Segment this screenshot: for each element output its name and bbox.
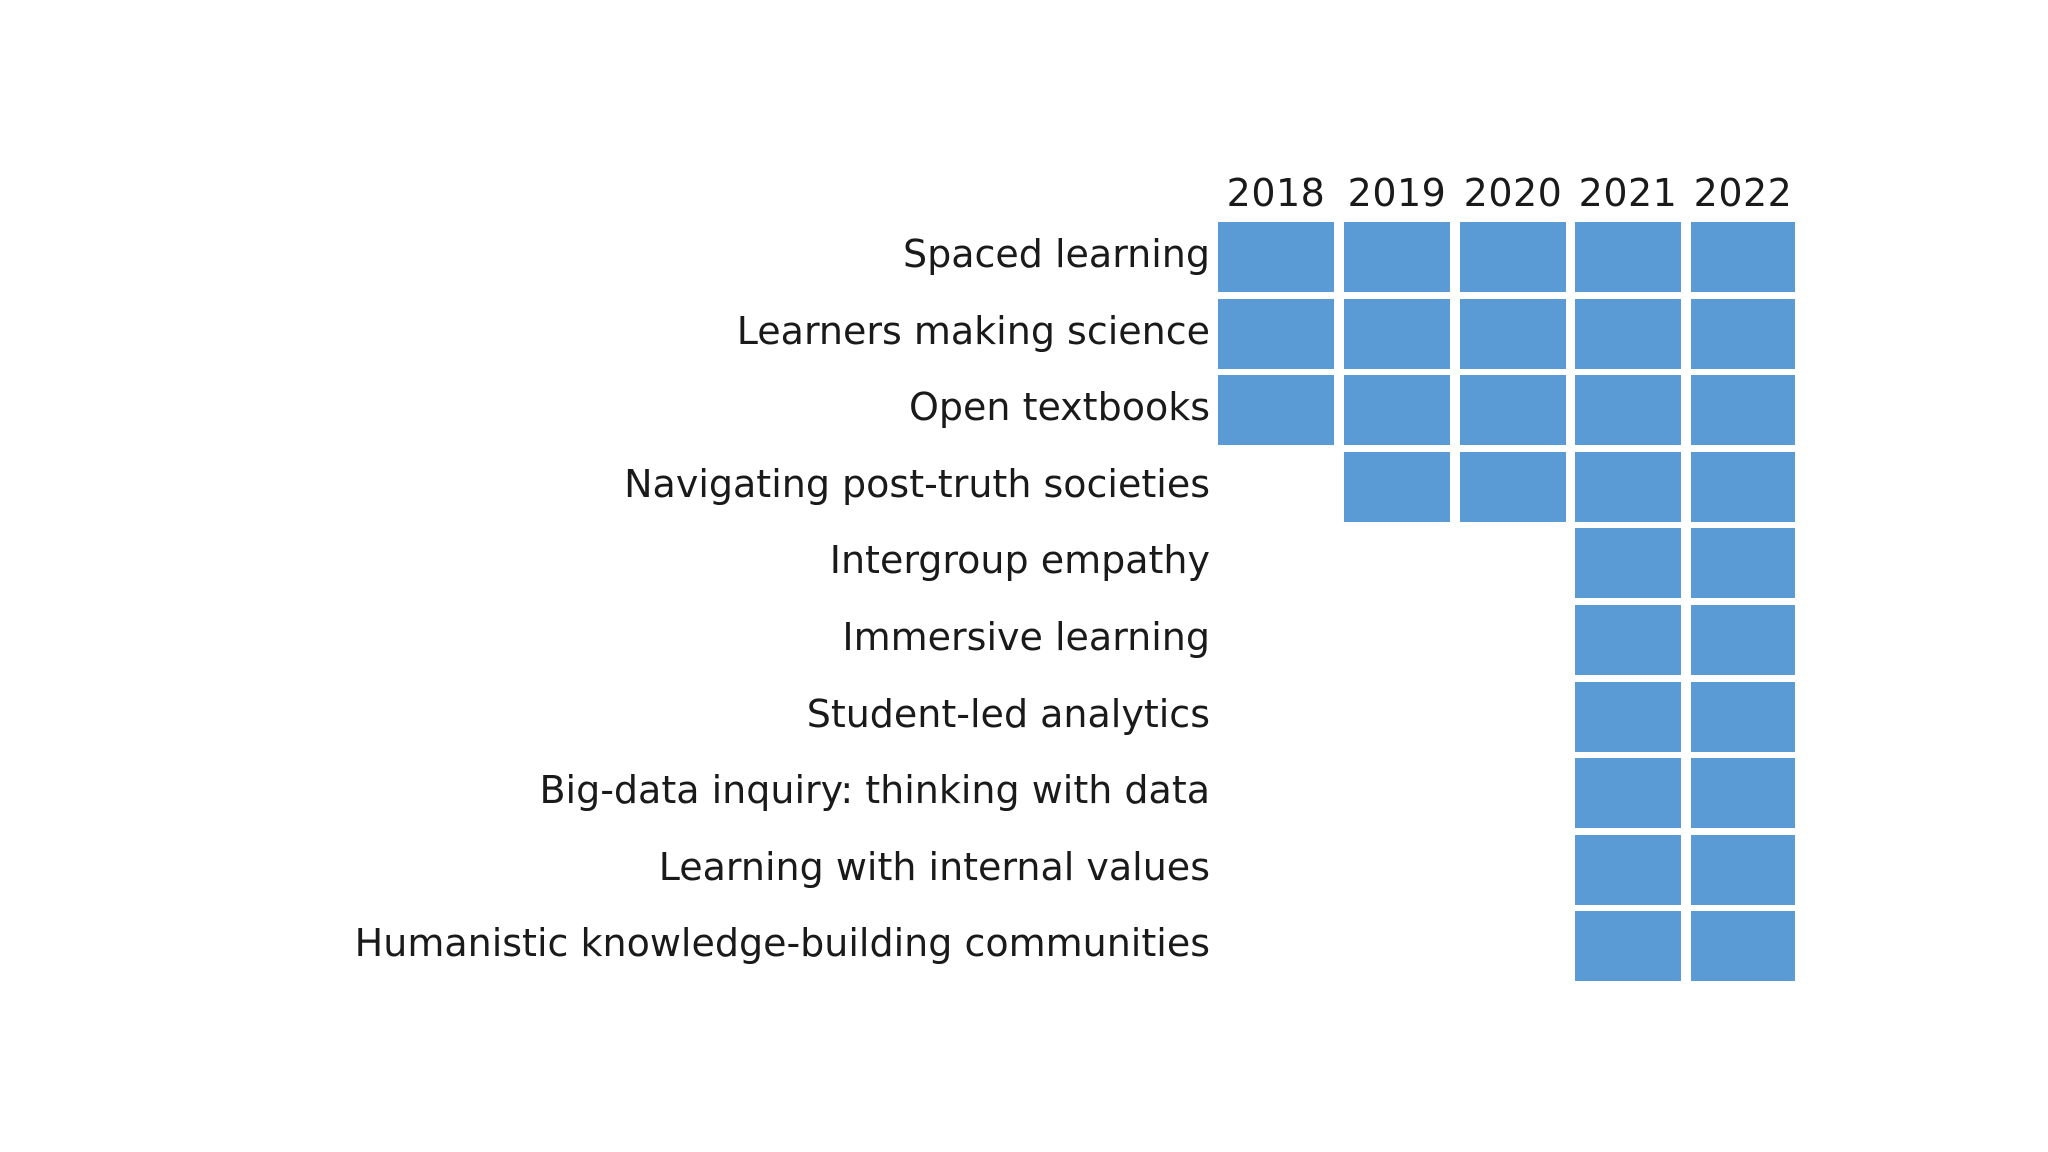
cell-2020-row-2: [1460, 299, 1566, 369]
column-header-2021: 2021: [1578, 171, 1678, 215]
cell-2021-row-7: [1575, 682, 1681, 752]
column-header-2020: 2020: [1463, 171, 1563, 215]
cell-2021-row-3: [1575, 375, 1681, 445]
cell-2022-row-6: [1691, 605, 1795, 675]
cell-2021-row-1: [1575, 222, 1681, 292]
cell-2021-row-2: [1575, 299, 1681, 369]
cell-2022-row-8: [1691, 758, 1795, 828]
cell-2019-row-4: [1344, 452, 1450, 522]
row-label: Humanistic knowledge-building communitie…: [354, 921, 1210, 966]
row-label: Spaced learning: [902, 232, 1210, 276]
cell-2022-row-5: [1691, 528, 1795, 598]
cell-2018-row-3: [1218, 375, 1334, 445]
cell-2019-row-2: [1344, 299, 1450, 369]
column-header-2018: 2018: [1226, 171, 1326, 215]
cell-2022-row-2: [1691, 299, 1795, 369]
cell-2021-row-6: [1575, 605, 1681, 675]
row-label: Learners making science: [736, 308, 1210, 353]
cell-2022-row-9: [1691, 835, 1795, 905]
row-label: Intergroup empathy: [829, 538, 1210, 583]
cell-2022-row-10: [1691, 911, 1795, 981]
column-header-2022: 2022: [1693, 171, 1793, 215]
cell-2020-row-3: [1460, 375, 1566, 445]
cell-2018-row-1: [1218, 222, 1334, 292]
cell-2022-row-1: [1691, 222, 1795, 292]
row-label: Navigating post-truth societies: [624, 461, 1210, 506]
cell-2021-row-8: [1575, 758, 1681, 828]
cell-2022-row-4: [1691, 452, 1795, 522]
cell-2021-row-5: [1575, 528, 1681, 598]
cell-2019-row-3: [1344, 375, 1450, 445]
cell-2020-row-4: [1460, 452, 1566, 522]
row-label: Big-data inquiry: thinking with data: [539, 768, 1210, 813]
cell-2021-row-9: [1575, 835, 1681, 905]
cell-2021-row-4: [1575, 452, 1681, 522]
cell-2020-row-1: [1460, 222, 1566, 292]
cell-2021-row-10: [1575, 911, 1681, 981]
column-header-2019: 2019: [1347, 171, 1447, 215]
cell-2019-row-1: [1344, 222, 1450, 292]
cell-2022-row-7: [1691, 682, 1795, 752]
cell-2018-row-2: [1218, 299, 1334, 369]
row-label: Immersive learning: [842, 615, 1210, 659]
row-label: Student-led analytics: [806, 691, 1210, 736]
cell-2022-row-3: [1691, 375, 1795, 445]
row-label: Open textbooks: [909, 385, 1210, 430]
row-label: Learning with internal values: [658, 844, 1210, 889]
